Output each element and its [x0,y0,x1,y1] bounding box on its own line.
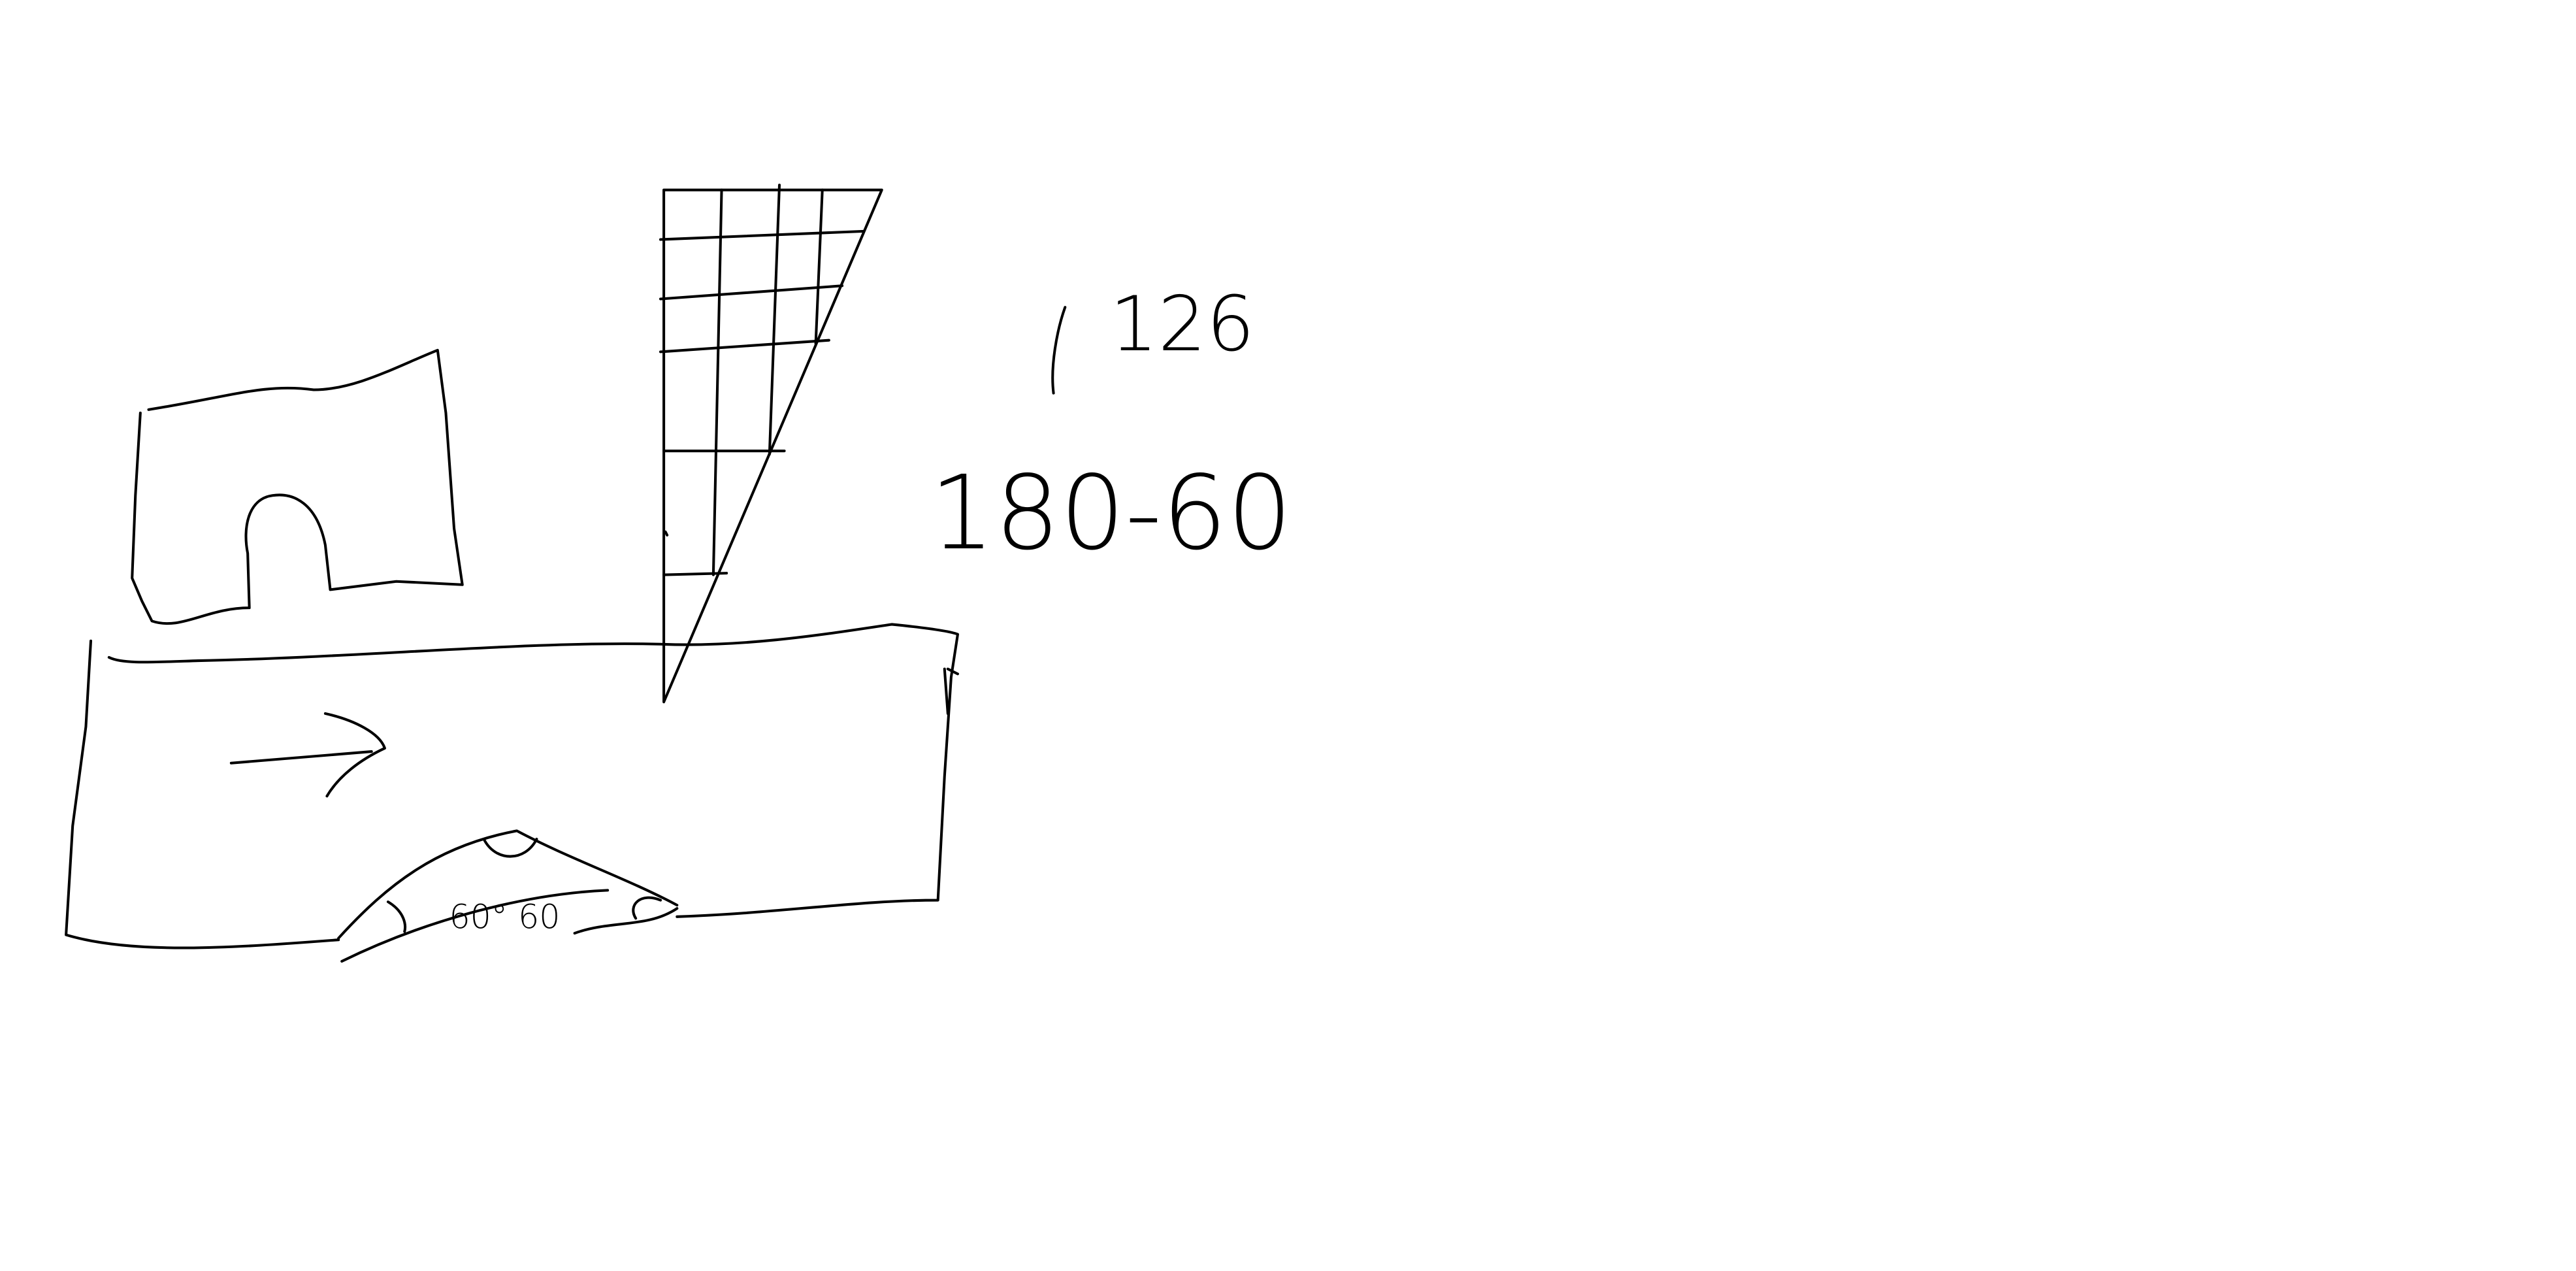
box-left-bottom [65,639,340,949]
triangle-outline [662,188,883,704]
house-shape [131,348,464,625]
bump [337,829,679,963]
grid-triangle [659,184,883,704]
angle-arcs [386,838,662,933]
note: 60° 60 [449,898,560,936]
bump-outline [337,829,679,940]
arrow-head [323,712,386,798]
note: 126 [1110,280,1255,369]
triangle-verticals [711,184,824,576]
triangle-horizontals [659,229,865,576]
big-box [65,623,960,949]
box-mark [943,667,960,715]
arrow [229,712,386,798]
notes: 126 180-60 60° 60 [449,280,1292,936]
arrow-shaft [229,750,373,765]
box-top-right [107,623,960,918]
note: 180-60 [930,454,1292,572]
bump-arcs [340,889,679,963]
house-outline [131,348,464,625]
stroke [1051,306,1067,395]
